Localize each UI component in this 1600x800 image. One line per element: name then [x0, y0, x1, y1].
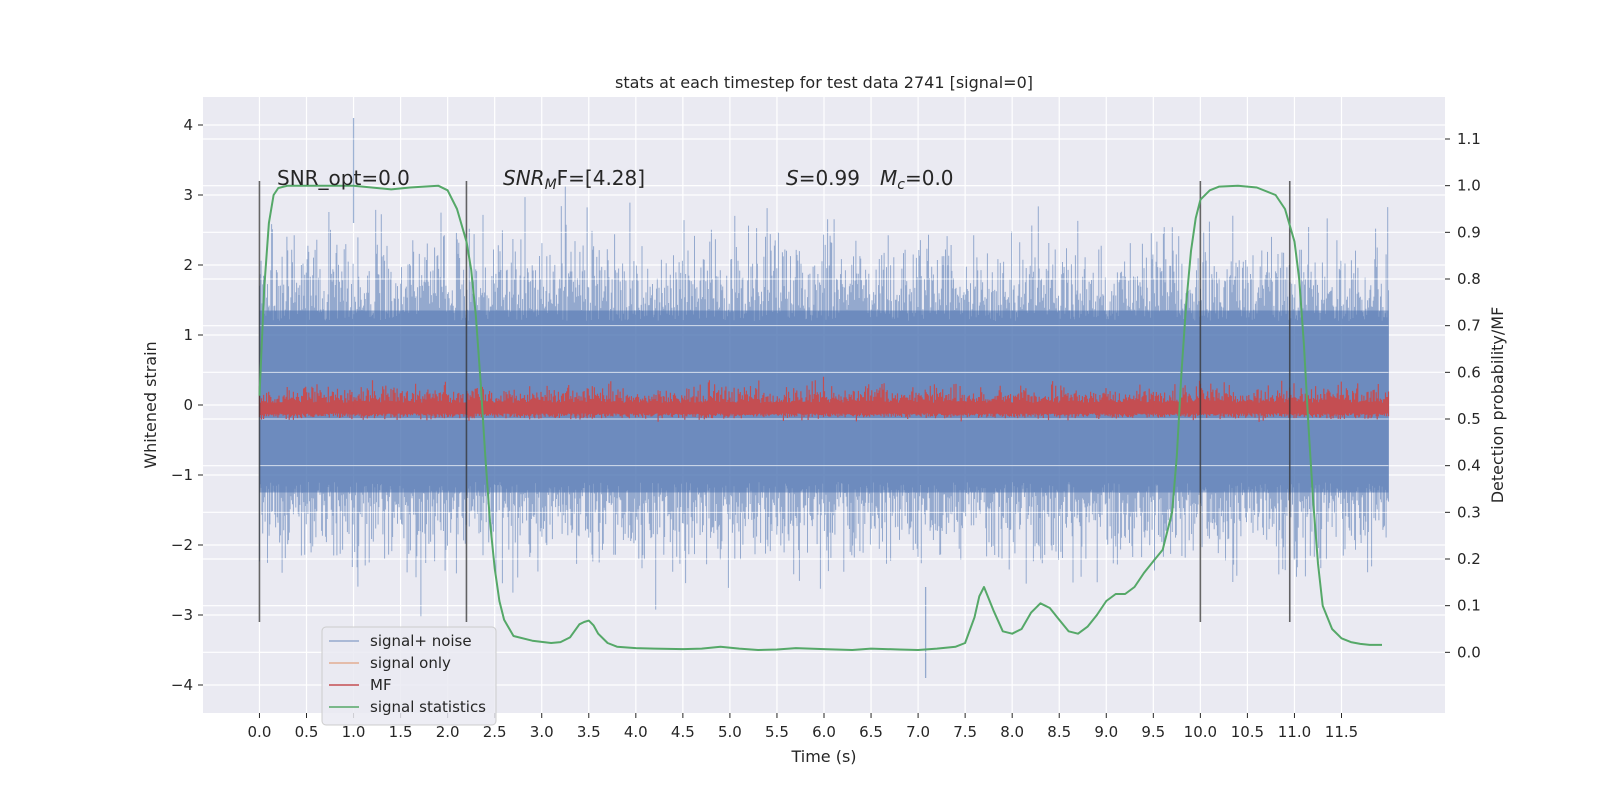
y2-tick-label: 0.3	[1457, 503, 1481, 521]
chart-title: stats at each timestep for test data 274…	[615, 73, 1033, 92]
legend-label-mf: MF	[370, 676, 392, 694]
x-tick-label: 4.0	[624, 723, 648, 741]
y2-tick-label: 1.1	[1457, 130, 1481, 148]
right-axis-label: Detection probability/MF	[1488, 307, 1507, 504]
y-tick-label: 1	[183, 326, 193, 344]
snr-mf-sub: M	[545, 177, 557, 193]
y-axis-ticks: 4 3 2 1 0 −1 −2 −3 −4	[171, 116, 203, 694]
y2-tick-label: 1.0	[1457, 177, 1481, 195]
y2-tick-label: 0.9	[1457, 223, 1481, 241]
x-tick-label: 0.5	[295, 723, 319, 741]
y2-tick-label: 0.5	[1457, 410, 1481, 428]
y-axis-label: Whitened strain	[141, 341, 160, 468]
snr-mf-main: SNR	[503, 166, 545, 190]
y-tick-label: −1	[171, 466, 193, 484]
y-tick-label: 2	[183, 256, 193, 274]
x-tick-label: 9.5	[1141, 723, 1165, 741]
x-tick-label: 4.5	[671, 723, 695, 741]
x-tick-label: 10.0	[1184, 723, 1217, 741]
y-tick-label: −3	[171, 606, 193, 624]
x-tick-label: 7.0	[906, 723, 930, 741]
s-annotation: S=0.99	[786, 166, 860, 190]
snr-opt-annotation: SNR_opt=0.0	[277, 166, 410, 190]
x-tick-label: 8.5	[1047, 723, 1071, 741]
s-main: S	[786, 166, 799, 190]
x-tick-label: 11.0	[1278, 723, 1311, 741]
x-tick-label: 5.0	[718, 723, 742, 741]
y-tick-label: −4	[171, 676, 193, 694]
y-tick-label: 0	[183, 396, 193, 414]
legend-label-signal-statistics: signal statistics	[370, 698, 486, 716]
x-tick-label: 6.0	[812, 723, 836, 741]
x-tick-label: 5.5	[765, 723, 789, 741]
legend-label-signal-only: signal only	[370, 654, 451, 672]
x-tick-label: 6.5	[859, 723, 883, 741]
signal-statistics-line	[258, 184, 1382, 651]
y2-tick-label: 0.2	[1457, 550, 1481, 568]
legend-label-signal-noise: signal+ noise	[370, 632, 472, 650]
s-rest: =0.99	[799, 166, 860, 190]
mc-sub: c	[897, 177, 905, 193]
x-tick-label: 10.5	[1231, 723, 1264, 741]
mc-rest: =0.0	[905, 166, 954, 190]
y2-tick-label: 0.8	[1457, 270, 1481, 288]
y-tick-label: 4	[183, 116, 193, 134]
y2-tick-label: 0.7	[1457, 317, 1481, 335]
x-tick-label: 2.5	[483, 723, 507, 741]
x-tick-label: 11.5	[1325, 723, 1358, 741]
y2-tick-label: 0.0	[1457, 643, 1481, 661]
snr-mf-rest: F=[4.28]	[557, 166, 645, 190]
legend-box	[321, 626, 497, 726]
x-axis-ticks: 0.0 0.5 1.0 1.5 2.0 2.5 3.0 3.5 4.0 4.5 5.0 5.5 6.0 6…	[248, 713, 1358, 741]
legend: signal+ noise signal only MF signal stat…	[321, 626, 497, 726]
snr-mf-annotation: SNRMF=[4.28]	[503, 166, 645, 193]
y2-tick-label: 0.1	[1457, 597, 1481, 615]
x-tick-label: 1.5	[389, 723, 413, 741]
x-axis-label: Time (s)	[790, 747, 856, 766]
right-axis-ticks: 1.1 1.0 0.9 0.8 0.7 0.6 0.5 0.4 0.3 0.2 0.1 0.0	[1445, 130, 1481, 661]
y2-tick-label: 0.6	[1457, 363, 1481, 381]
y-tick-label: −2	[171, 536, 193, 554]
x-tick-label: 9.0	[1094, 723, 1118, 741]
x-tick-label: 0.0	[248, 723, 272, 741]
mc-annotation: Mc=0.0	[880, 166, 954, 193]
x-tick-label: 7.5	[953, 723, 977, 741]
x-tick-label: 3.5	[577, 723, 601, 741]
annotations: SNR_opt=0.0 SNRMF=[4.28] S=0.99 Mc=0.0	[277, 166, 954, 193]
mc-main: M	[880, 166, 897, 190]
x-tick-label: 1.0	[342, 723, 366, 741]
x-tick-label: 8.0	[1000, 723, 1024, 741]
vertical-markers	[258, 181, 1291, 622]
y2-tick-label: 0.4	[1457, 457, 1481, 475]
signal-statistics-series	[258, 184, 1382, 651]
x-tick-label: 3.0	[530, 723, 554, 741]
y-tick-label: 3	[183, 186, 193, 204]
x-tick-label: 2.0	[436, 723, 460, 741]
